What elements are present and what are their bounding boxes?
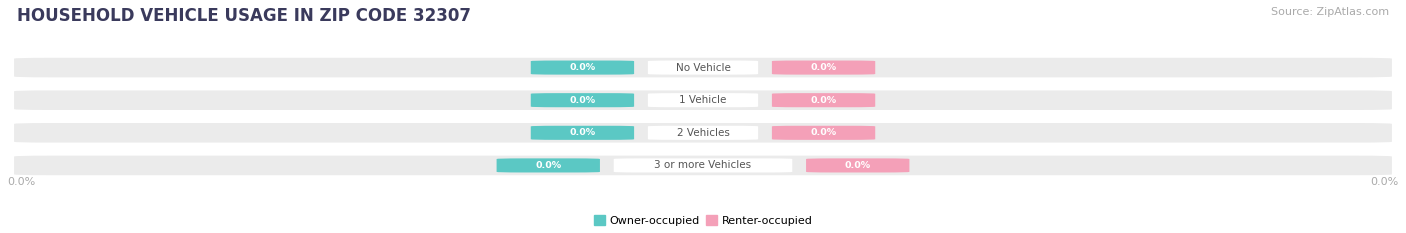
FancyBboxPatch shape (14, 58, 1392, 77)
FancyBboxPatch shape (648, 126, 758, 140)
Text: 0.0%: 0.0% (810, 128, 837, 137)
FancyBboxPatch shape (14, 156, 1392, 175)
FancyBboxPatch shape (531, 126, 634, 140)
Text: 0.0%: 0.0% (810, 63, 837, 72)
FancyBboxPatch shape (772, 61, 875, 75)
FancyBboxPatch shape (806, 158, 910, 172)
Text: 1 Vehicle: 1 Vehicle (679, 95, 727, 105)
Text: 0.0%: 0.0% (536, 161, 561, 170)
Text: 0.0%: 0.0% (569, 128, 596, 137)
Text: 0.0%: 0.0% (569, 96, 596, 105)
Text: 0.0%: 0.0% (845, 161, 870, 170)
FancyBboxPatch shape (648, 93, 758, 107)
Text: 3 or more Vehicles: 3 or more Vehicles (654, 161, 752, 170)
FancyBboxPatch shape (772, 126, 875, 140)
Text: HOUSEHOLD VEHICLE USAGE IN ZIP CODE 32307: HOUSEHOLD VEHICLE USAGE IN ZIP CODE 3230… (17, 7, 471, 25)
Text: No Vehicle: No Vehicle (675, 63, 731, 72)
Text: 0.0%: 0.0% (7, 177, 35, 187)
Text: Source: ZipAtlas.com: Source: ZipAtlas.com (1271, 7, 1389, 17)
Text: 0.0%: 0.0% (569, 63, 596, 72)
Text: 0.0%: 0.0% (1371, 177, 1399, 187)
FancyBboxPatch shape (14, 123, 1392, 143)
FancyBboxPatch shape (772, 93, 875, 107)
FancyBboxPatch shape (14, 90, 1392, 110)
FancyBboxPatch shape (531, 61, 634, 75)
FancyBboxPatch shape (648, 61, 758, 75)
Legend: Owner-occupied, Renter-occupied: Owner-occupied, Renter-occupied (593, 215, 813, 226)
FancyBboxPatch shape (496, 158, 600, 172)
Text: 0.0%: 0.0% (810, 96, 837, 105)
FancyBboxPatch shape (531, 93, 634, 107)
Text: 2 Vehicles: 2 Vehicles (676, 128, 730, 138)
FancyBboxPatch shape (613, 158, 793, 172)
